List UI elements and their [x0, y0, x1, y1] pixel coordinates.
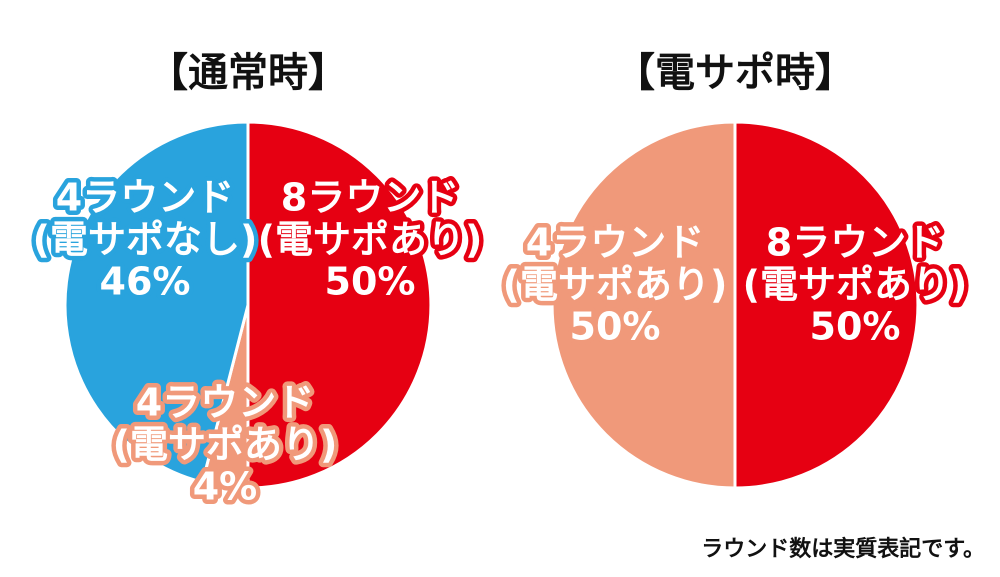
- slice-value-label: 46%: [100, 260, 191, 304]
- slice-label: (電サポあり): [258, 218, 483, 262]
- pie-slice: [733, 120, 920, 490]
- slice-label: 8ラウンド: [281, 176, 459, 220]
- slice-label: 4ラウンド: [526, 221, 704, 265]
- pie-slice: [63, 120, 250, 485]
- slice-label: 8ラウンド: [766, 221, 944, 265]
- slice-label: (電サポあり): [113, 423, 338, 467]
- slice-value-label: 50%: [810, 305, 901, 349]
- chart-title: 【通常時】: [148, 50, 348, 96]
- slice-value-label: 4%: [193, 465, 258, 509]
- chart-title: 【電サポ時】: [615, 50, 855, 96]
- slice-label: 4ラウンド: [136, 381, 314, 425]
- pie-slice: [246, 120, 433, 490]
- slice-label: (電サポあり): [743, 263, 968, 307]
- slice-label: (電サポなし): [33, 218, 258, 262]
- pie-slice: [550, 120, 737, 490]
- slice-value-label: 50%: [570, 305, 661, 349]
- slice-label: (電サポあり): [503, 263, 728, 307]
- slice-value-label: 50%: [325, 260, 416, 304]
- footnote: ラウンド数は実質表記です。: [701, 536, 985, 562]
- slice-label: 4ラウンド: [56, 176, 234, 220]
